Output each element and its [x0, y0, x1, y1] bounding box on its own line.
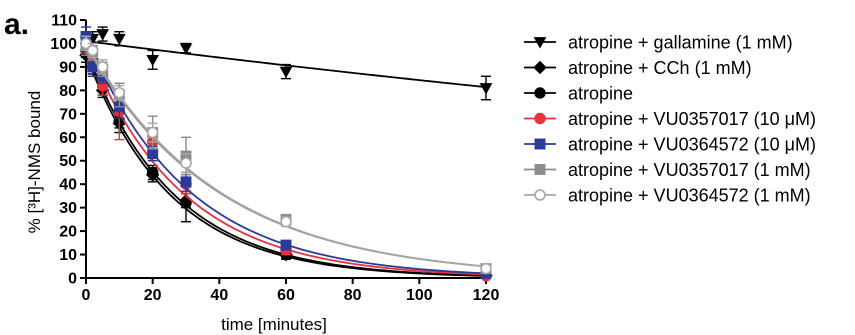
y-tick-label: 110: [51, 13, 77, 30]
x-tick-label: 20: [144, 287, 162, 304]
data-point: [98, 62, 108, 72]
data-point: [181, 177, 191, 187]
x-tick-label: 100: [406, 287, 433, 304]
data-point: [147, 55, 158, 65]
data-point: [148, 128, 158, 138]
x-tick-label: 80: [344, 287, 362, 304]
data-point: [114, 34, 125, 44]
legend-label: atropine + CCh (1 mM): [568, 58, 752, 78]
data-point: [88, 46, 98, 56]
data-point: [481, 84, 492, 94]
legend-label: atropine + VU0364572 (1 mM): [568, 186, 811, 206]
series-0: [81, 27, 492, 100]
legend: atropine + gallamine (1 mM) atropine + CC…: [524, 33, 816, 206]
y-tick-label: 80: [59, 83, 77, 100]
panel-label: a.: [4, 8, 29, 41]
legend-marker: [535, 139, 545, 149]
legend-marker: [535, 165, 545, 175]
plot-area: 0 20 40 60 80 100 120 0 10 20 30 40 50 60 70 80 90 100 110: [50, 13, 499, 305]
x-axis-title: time [minutes]: [221, 315, 327, 334]
data-point: [181, 158, 191, 168]
legend-entry: atropine + gallamine (1 mM): [524, 33, 793, 53]
y-tick-label: 10: [59, 247, 77, 264]
legend-marker: [535, 113, 545, 123]
data-point: [147, 167, 157, 177]
data-point: [481, 264, 491, 274]
y-tick-label: 30: [59, 200, 77, 217]
data-point: [281, 240, 291, 250]
data-point: [114, 88, 124, 98]
x-tick-label: 120: [473, 287, 500, 304]
y-tick-label: 90: [59, 59, 77, 76]
legend-entry: atropine + VU0364572 (10 μM): [524, 135, 816, 155]
legend-label: atropine + gallamine (1 mM): [568, 33, 793, 53]
y-axis-title: % [³H]-NMS bound: [25, 91, 44, 234]
y-tick-label: 50: [59, 153, 77, 170]
legend-entry: atropine + VU0364572 (1 mM): [524, 186, 811, 206]
y-tick-label: 100: [50, 36, 77, 53]
legend-marker: [535, 190, 545, 200]
y-tick-label: 70: [59, 106, 77, 123]
data-point: [148, 149, 158, 159]
y-tick-label: 60: [59, 130, 77, 147]
legend-label: atropine + VU0357017 (10 μM): [568, 109, 816, 129]
y-tick-label: 20: [59, 224, 77, 241]
legend-entry: atropine + VU0357017 (10 μM): [524, 109, 816, 129]
legend-label: atropine + VU0364572 (10 μM): [568, 135, 816, 155]
legend-marker: [535, 88, 545, 98]
x-tick-label: 40: [210, 287, 228, 304]
y-tick-label: 40: [59, 177, 77, 194]
data-point: [281, 67, 292, 77]
legend-entry: atropine + CCh (1 mM): [524, 58, 752, 78]
legend-entry: atropine: [524, 84, 633, 104]
x-tick-label: 60: [277, 287, 295, 304]
y-tick-label: 0: [68, 271, 77, 288]
legend-label: atropine: [568, 84, 633, 104]
legend-label: atropine + VU0357017 (1 mM): [568, 160, 811, 180]
legend-marker: [534, 61, 546, 73]
x-tick-label: 0: [82, 287, 91, 304]
legend-entry: atropine + VU0357017 (1 mM): [524, 160, 811, 180]
data-point: [97, 30, 108, 40]
data-point: [281, 217, 291, 227]
